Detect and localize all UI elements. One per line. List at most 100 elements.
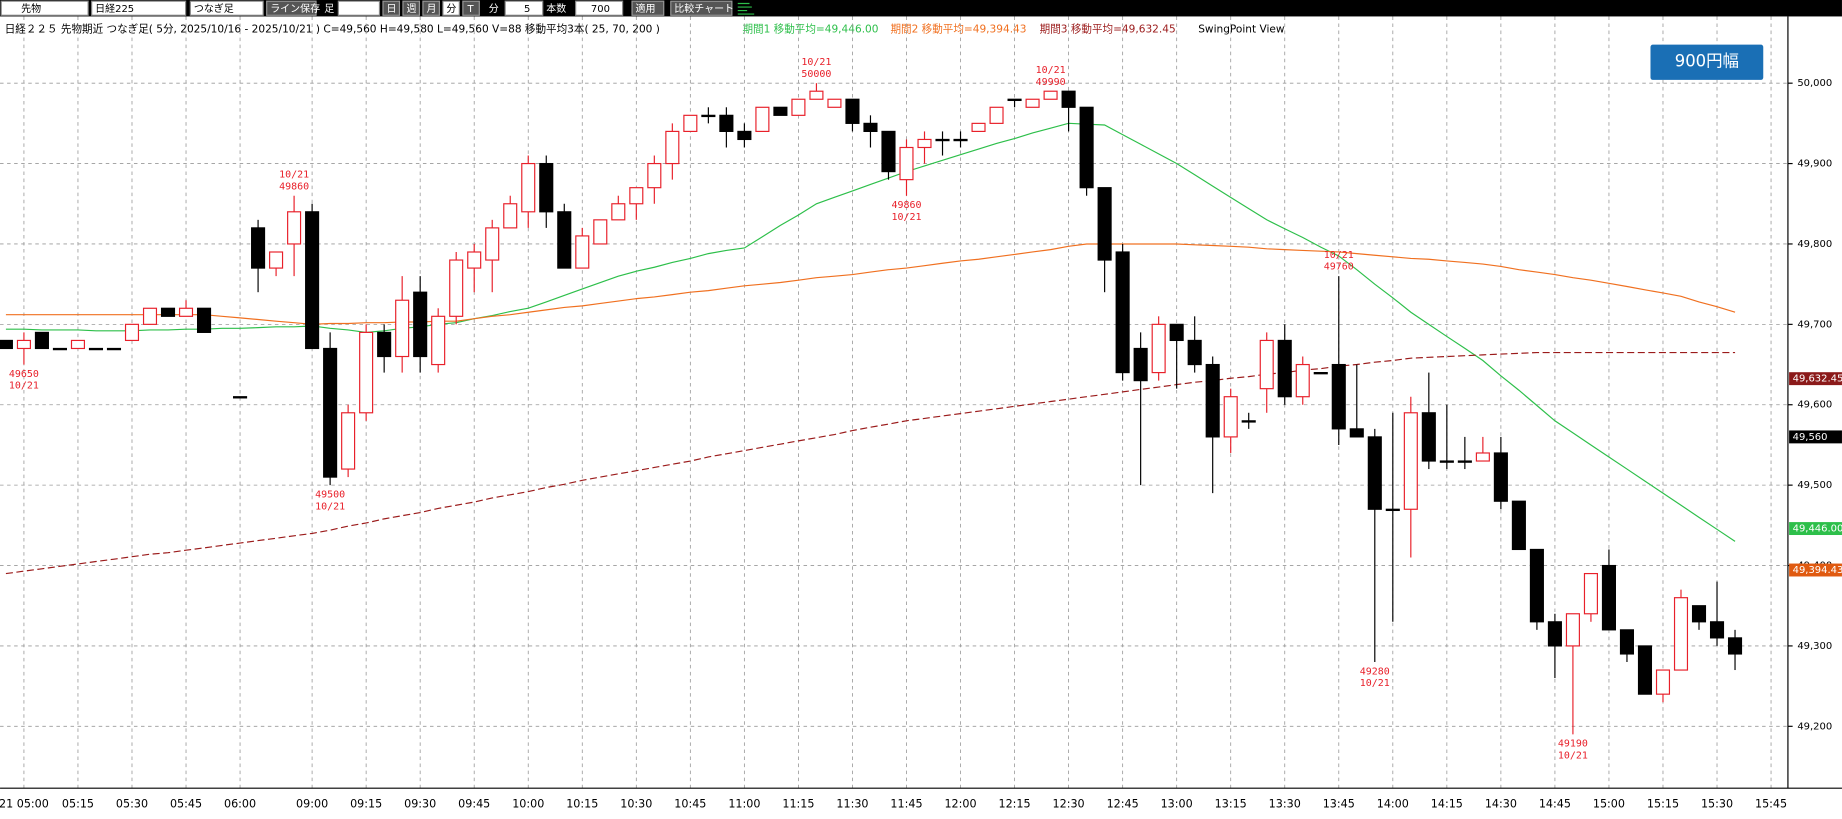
apply-button[interactable] (631, 0, 665, 16)
symbol-select[interactable] (91, 0, 187, 16)
save-button[interactable] (266, 0, 317, 16)
candle-body (1493, 452, 1508, 502)
candle-body (827, 98, 842, 108)
mode-value: つなぎ足 (194, 2, 234, 15)
candle-body (1637, 645, 1653, 695)
y-tick-label: 49,600 (1797, 400, 1832, 411)
candle-body (341, 412, 356, 470)
candle-body (611, 203, 626, 221)
candle-body (1511, 500, 1526, 551)
swing-price: 50000 (801, 69, 831, 80)
price-mark (1789, 430, 1842, 444)
swing-price: 49990 (1036, 77, 1066, 88)
candle-body (1475, 452, 1490, 462)
candle-body (1529, 548, 1544, 623)
tick-label: T (467, 4, 475, 15)
y-tick-label: 49,500 (1797, 480, 1832, 491)
swing-date: 10/21 (1036, 65, 1066, 76)
tick-button[interactable] (462, 0, 480, 16)
y-tick-label: 49,200 (1797, 721, 1832, 732)
swing-price: 49500 (315, 490, 345, 501)
candle-body (1547, 621, 1562, 647)
candle-body (1331, 363, 1346, 430)
candle-body (1295, 363, 1310, 398)
x-tick-label: 09:15 (350, 798, 382, 811)
swing-price: 49860 (891, 200, 921, 211)
candle-body (1655, 669, 1671, 695)
minute-button[interactable] (442, 0, 460, 16)
price-mark (1789, 522, 1842, 536)
candle-body (431, 315, 446, 366)
day-label: 日 (387, 4, 397, 15)
swing-date: 10/21 (1360, 678, 1390, 689)
market-select[interactable] (0, 0, 89, 16)
candle-body (1043, 90, 1058, 100)
week-button[interactable] (402, 0, 420, 16)
candle-body (1385, 508, 1400, 512)
symbol-value: 日経225 (95, 2, 134, 15)
candle-body (1259, 339, 1274, 390)
week-label: 週 (406, 3, 416, 15)
candle-body (1187, 339, 1202, 366)
x-tick-label: 11:30 (836, 798, 868, 811)
x-tick-label: 14:15 (1431, 798, 1463, 811)
candle-body (935, 138, 950, 142)
candle-body (863, 122, 878, 132)
candle-body (1673, 597, 1689, 671)
x-tick-label: 15:15 (1647, 798, 1679, 811)
interval-value: 5 (524, 4, 530, 15)
price-mark-label: 49,394.43 (1793, 565, 1842, 576)
candle-body (485, 227, 500, 261)
candle-body (178, 307, 194, 317)
swing-date: 10/21 (1558, 751, 1588, 762)
x-tick-label: 15:45 (1755, 798, 1787, 811)
x-tick-label: 09:00 (296, 798, 328, 811)
x-tick-label: 06:00 (224, 798, 256, 811)
bar-select[interactable] (337, 0, 381, 16)
y-tick-label: 49,800 (1797, 239, 1832, 250)
candle-body (773, 106, 788, 116)
candle-body (1565, 613, 1580, 647)
swing-date: 10/21 (9, 381, 39, 392)
day-button[interactable] (382, 0, 401, 16)
y-tick-label: 49,700 (1797, 319, 1832, 330)
interval-input[interactable] (504, 0, 544, 16)
candle-body (1313, 372, 1328, 375)
count-input[interactable] (575, 0, 624, 16)
x-tick-label: 12:15 (999, 798, 1031, 811)
market-value: 先物 (21, 2, 41, 15)
month-button[interactable] (422, 0, 440, 16)
x-tick-label: 13:15 (1215, 798, 1247, 811)
count-label: 本数 (546, 2, 566, 15)
candle-body (1133, 347, 1148, 382)
candle-body (196, 307, 212, 333)
candle-body (845, 98, 860, 124)
range-button[interactable] (1650, 44, 1764, 80)
candle-body (52, 347, 67, 351)
candle-body (629, 187, 644, 205)
candle-body (395, 299, 410, 358)
compare-button[interactable] (670, 0, 733, 16)
compare-label: 比較チャート (674, 2, 734, 15)
candle-body (70, 339, 86, 350)
x-tick-label: 14:45 (1539, 798, 1571, 811)
candle-body (1115, 251, 1130, 374)
x-tick-label: 09:30 (404, 798, 436, 811)
mode-select[interactable] (189, 0, 264, 16)
x-tick-label: 13:30 (1269, 798, 1301, 811)
x-tick-label: 12:30 (1053, 798, 1085, 811)
candle-body (701, 114, 716, 118)
candle-body (1583, 572, 1598, 615)
x-tick-label: 10:30 (620, 798, 652, 811)
x-tick-label: 10:45 (674, 798, 706, 811)
price-mark-label: 49,560 (1793, 432, 1828, 443)
candle-body (251, 227, 266, 269)
candle-body (287, 211, 302, 245)
info-ma3: 期間3 移動平均=49,632.45 (1040, 22, 1176, 35)
candle-body (34, 331, 49, 350)
unit-label: 分 (489, 3, 499, 15)
x-tick-label: 10:00 (512, 798, 544, 811)
candle-body (719, 114, 734, 132)
